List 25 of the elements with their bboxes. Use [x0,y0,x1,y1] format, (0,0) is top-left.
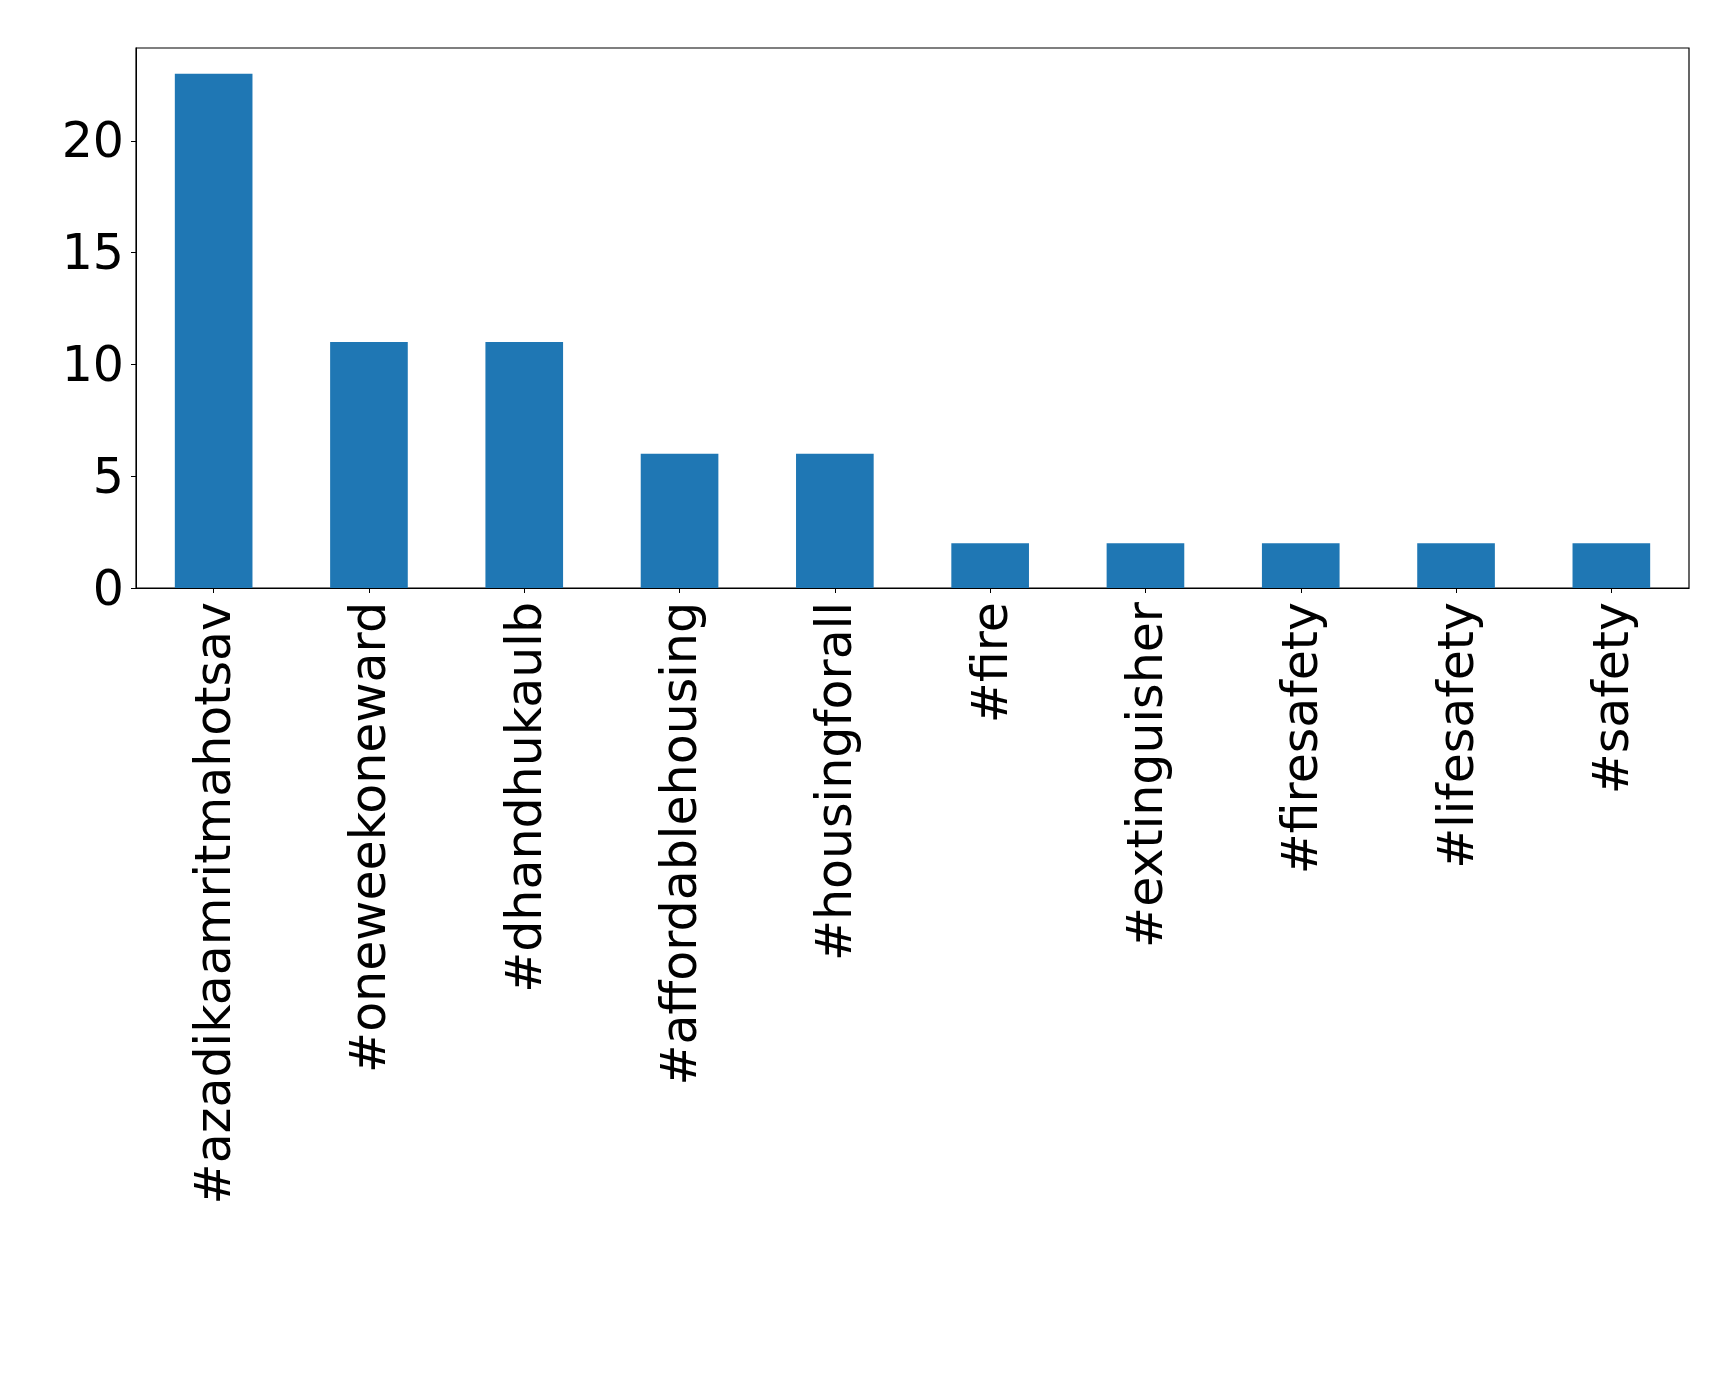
x-tick-label: #azadikaamritmahotsav [185,602,243,1205]
x-tick-label: #extinguisher [1116,601,1174,948]
bar [1572,543,1651,588]
x-tick-label: #dhandhukaulb [495,602,553,993]
y-tick-label: 15 [61,224,124,282]
x-tick-label: #oneweekoneward [340,602,398,1073]
x-tick-label: #lifesafety [1427,602,1485,869]
bar [951,543,1029,588]
x-tick-label: #safety [1582,602,1640,795]
y-tick-label: 10 [61,335,124,393]
x-tick-label: #housingforall [806,602,864,962]
x-tick-label: #affordablehousing [651,602,709,1086]
bar [1261,543,1340,588]
y-tick-label: 0 [92,559,124,617]
bar [640,453,719,588]
bar [330,342,408,588]
bar [1106,543,1185,588]
y-tick-label: 5 [92,447,124,505]
bar [485,342,564,588]
x-tick-label: #firesafety [1272,602,1330,875]
y-tick-label: 20 [61,112,124,170]
bar [174,73,253,588]
x-tick-label: #fire [961,602,1019,724]
bar [1417,543,1495,588]
bar [796,453,874,588]
